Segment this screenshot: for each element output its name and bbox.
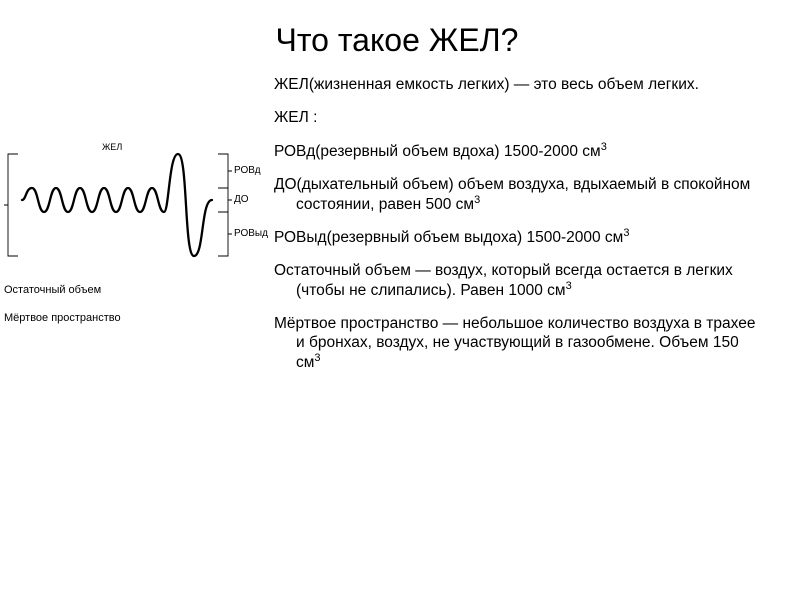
bracket-rovd	[218, 154, 232, 188]
spirogram-svg	[4, 150, 262, 265]
label-rovyd: РОВыд	[234, 228, 268, 239]
content-column: ЖЕЛ(жизненная емкость легких) — это весь…	[274, 75, 764, 386]
para-rovd: РОВд(резервный объем вдоха) 1500-2000 см…	[274, 142, 764, 161]
para-gel-heading: ЖЕЛ :	[274, 108, 764, 127]
para-ostat: Остаточный объем — воздух, который всегд…	[274, 261, 764, 300]
spirogram-diagram: ЖЕЛ РОВд ДО РОВыд	[4, 150, 262, 265]
spirogram-wave	[22, 154, 212, 256]
extra-labels: Остаточный объем Мёртвое пространство	[4, 284, 121, 340]
bracket-do	[218, 188, 232, 212]
slide: Что такое ЖЕЛ? ЖЕЛ(жизненная емкость лег…	[0, 0, 794, 595]
para-mert: Мёртвое пространство — небольшое количес…	[274, 314, 764, 372]
label-ostat: Остаточный объем	[4, 284, 121, 296]
label-gel: ЖЕЛ	[102, 142, 122, 152]
label-mert: Мёртвое пространство	[4, 312, 121, 324]
para-do: ДО(дыхательный объем) объем воздуха, вды…	[274, 175, 764, 214]
para-intro: ЖЕЛ(жизненная емкость легких) — это весь…	[274, 75, 764, 94]
label-rovd: РОВд	[234, 165, 261, 176]
bracket-gel	[4, 154, 18, 256]
page-title: Что такое ЖЕЛ?	[0, 22, 794, 59]
bracket-rovyd	[218, 212, 232, 256]
label-do: ДО	[234, 194, 249, 205]
para-rovyd: РОВыд(резервный объем выдоха) 1500-2000 …	[274, 228, 764, 247]
